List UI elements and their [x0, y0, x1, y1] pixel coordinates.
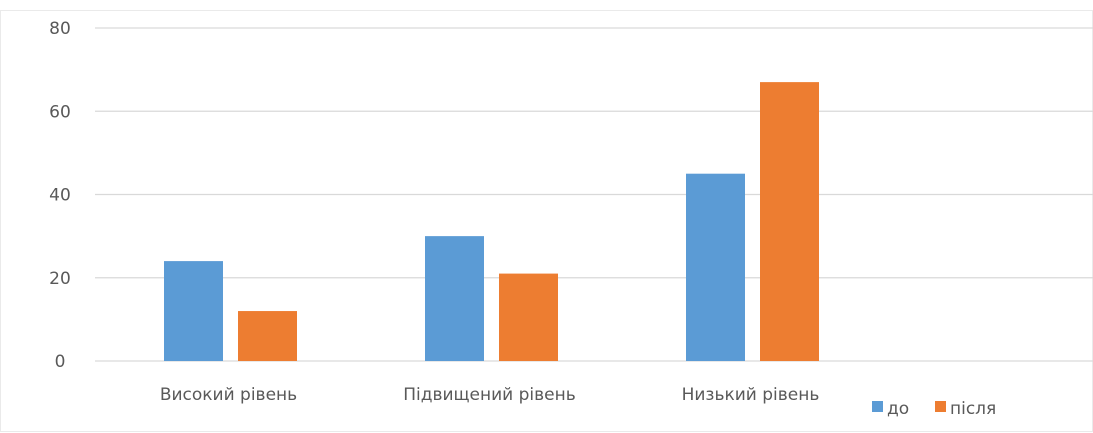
category-label: Підвищений рівень — [403, 385, 576, 405]
category-label: Високий рівень — [160, 385, 297, 405]
y-tick-label: 60 — [49, 102, 71, 122]
legend-swatch — [935, 401, 946, 412]
chart-border — [0, 10, 1093, 432]
y-tick-label: 40 — [49, 186, 71, 206]
bar-do — [164, 261, 223, 361]
y-tick-label: 80 — [49, 19, 71, 39]
bar-pislia — [499, 273, 558, 361]
bar-do — [425, 236, 484, 361]
category-label: Низький рівень — [682, 385, 820, 405]
bar-do — [686, 173, 745, 361]
bar-pislia — [760, 82, 819, 362]
y-tick-label: 20 — [49, 269, 71, 289]
legend-label: до — [887, 399, 909, 419]
legend-label: після — [950, 399, 996, 419]
bar-pislia — [238, 311, 297, 361]
legend-swatch — [872, 401, 883, 412]
y-tick-label: 0 — [55, 352, 66, 372]
